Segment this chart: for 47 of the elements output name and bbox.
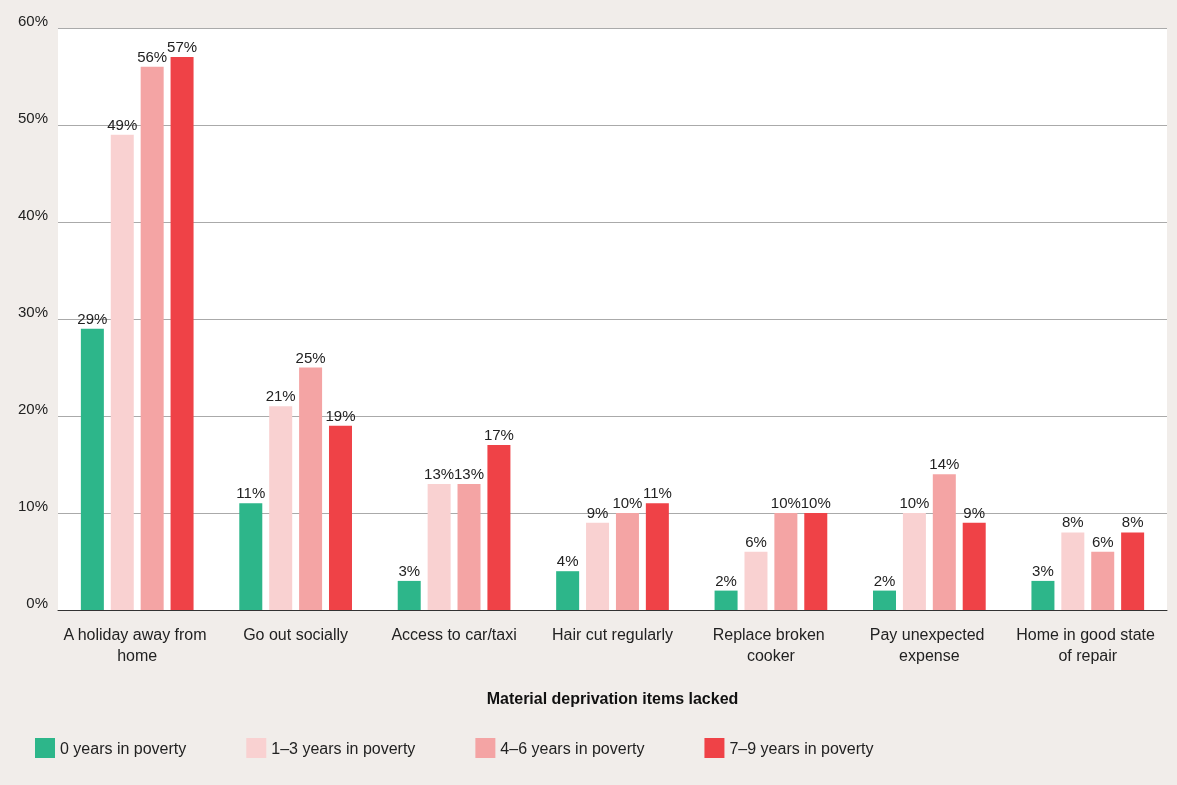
legend-label: 7–9 years in poverty bbox=[729, 739, 874, 757]
y-tick-label: 30% bbox=[17, 303, 48, 320]
y-tick-label: 0% bbox=[26, 594, 48, 611]
data-label: 4% bbox=[556, 552, 579, 570]
data-label: 56% bbox=[137, 47, 168, 65]
x-tick-label: Hair cut regularly bbox=[552, 626, 673, 643]
data-label: 11% bbox=[642, 484, 672, 502]
y-tick-label: 20% bbox=[17, 400, 48, 417]
x-tick-label: Access to car/taxi bbox=[391, 626, 517, 643]
data-label: 21% bbox=[265, 387, 296, 405]
x-tick-label: A holiday away from home bbox=[63, 626, 212, 664]
data-label: 2% bbox=[715, 571, 737, 589]
data-label: 2% bbox=[873, 571, 896, 589]
x-tick-label: Go out socially bbox=[243, 626, 349, 643]
data-label: 10% bbox=[800, 494, 831, 511]
legend-label: 4–6 years in poverty bbox=[500, 739, 645, 757]
data-label: 3% bbox=[1032, 561, 1054, 579]
data-label: 19% bbox=[325, 406, 356, 424]
data-label: 17% bbox=[483, 426, 514, 444]
y-tick-label: 10% bbox=[17, 497, 48, 514]
data-label: 13% bbox=[454, 464, 485, 482]
data-label: 9% bbox=[963, 503, 986, 521]
data-label: 25% bbox=[295, 348, 326, 366]
legend-label: 1–3 years in poverty bbox=[271, 739, 416, 757]
x-tick-label: Pay unexpected expense bbox=[869, 626, 989, 664]
data-label: 14% bbox=[929, 455, 960, 473]
data-label: 10% bbox=[612, 494, 643, 511]
x-tick-label: Home in good state of repair bbox=[1016, 626, 1160, 664]
data-label: 10% bbox=[899, 494, 930, 511]
data-label: 13% bbox=[424, 464, 455, 482]
data-label: 10% bbox=[770, 494, 801, 511]
data-label: 57% bbox=[167, 38, 198, 56]
data-label: 8% bbox=[1121, 513, 1144, 531]
data-label: 3% bbox=[398, 561, 421, 579]
y-tick-label: 40% bbox=[17, 206, 48, 223]
data-label: 11% bbox=[236, 484, 266, 502]
data-label: 9% bbox=[586, 503, 609, 521]
y-tick-label: 50% bbox=[17, 109, 48, 126]
data-label: 8% bbox=[1061, 513, 1084, 531]
x-axis-title: Material deprivation items lacked bbox=[486, 689, 739, 707]
data-label: 6% bbox=[745, 532, 767, 550]
legend-label: 0 years in poverty bbox=[60, 739, 187, 757]
data-label: 49% bbox=[107, 115, 138, 133]
data-label: 29% bbox=[77, 309, 108, 327]
x-tick-label: Replace broken cooker bbox=[712, 626, 830, 664]
data-label: 6% bbox=[1091, 532, 1114, 550]
y-tick-label: 60% bbox=[17, 12, 48, 29]
